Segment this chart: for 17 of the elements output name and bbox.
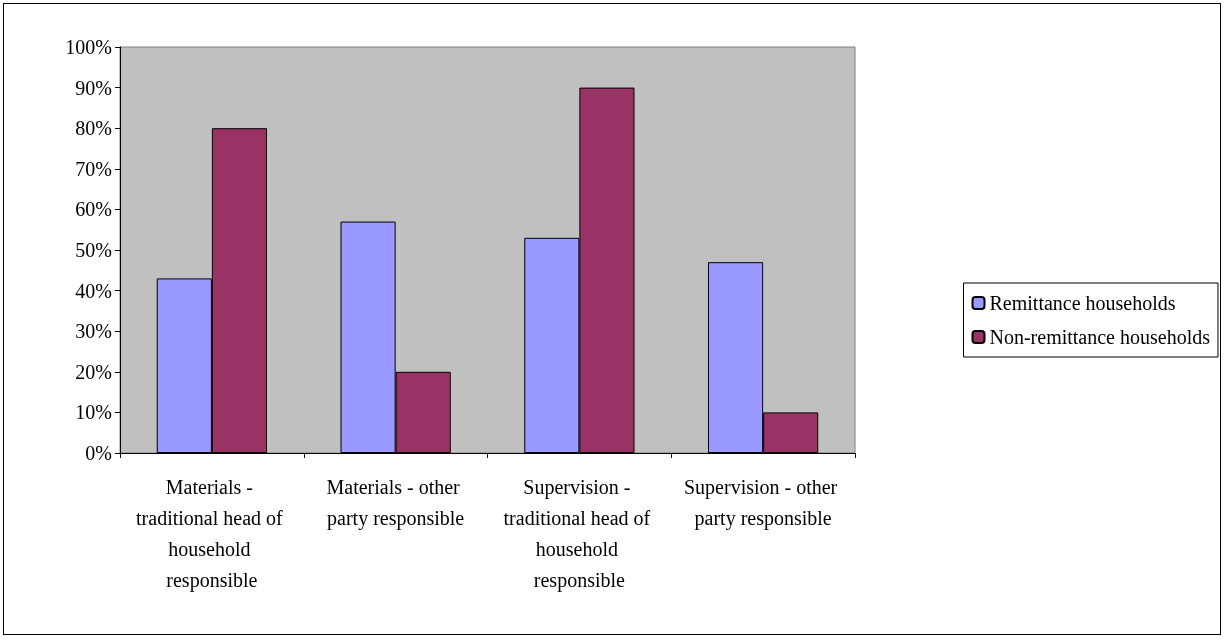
x-tick-label: Materials - other party responsible xyxy=(326,475,465,530)
y-tick-label: 0% xyxy=(85,442,112,464)
x-tick-label: Supervision - other party responsible xyxy=(683,475,843,530)
y-tick-label: 100% xyxy=(65,36,112,58)
y-tick-label: 90% xyxy=(75,76,112,99)
y-tick-label: 20% xyxy=(75,360,112,383)
y-tick-label: 60% xyxy=(75,198,112,221)
y-tick-label: 50% xyxy=(75,239,112,261)
y-tick-label: 10% xyxy=(75,401,112,424)
x-tick-label: Supervision - traditional head of household responsible xyxy=(503,475,656,592)
y-tick-label: 30% xyxy=(75,320,112,343)
y-tick-label: 40% xyxy=(75,279,112,302)
legend-label: Remittance households xyxy=(989,292,1176,314)
legend-label: Non-remittance households xyxy=(989,326,1211,348)
x-tick-label: Materials - traditional head of household responsible xyxy=(136,475,288,592)
y-tick-label: 70% xyxy=(75,157,112,180)
y-tick-label: 80% xyxy=(75,117,112,140)
